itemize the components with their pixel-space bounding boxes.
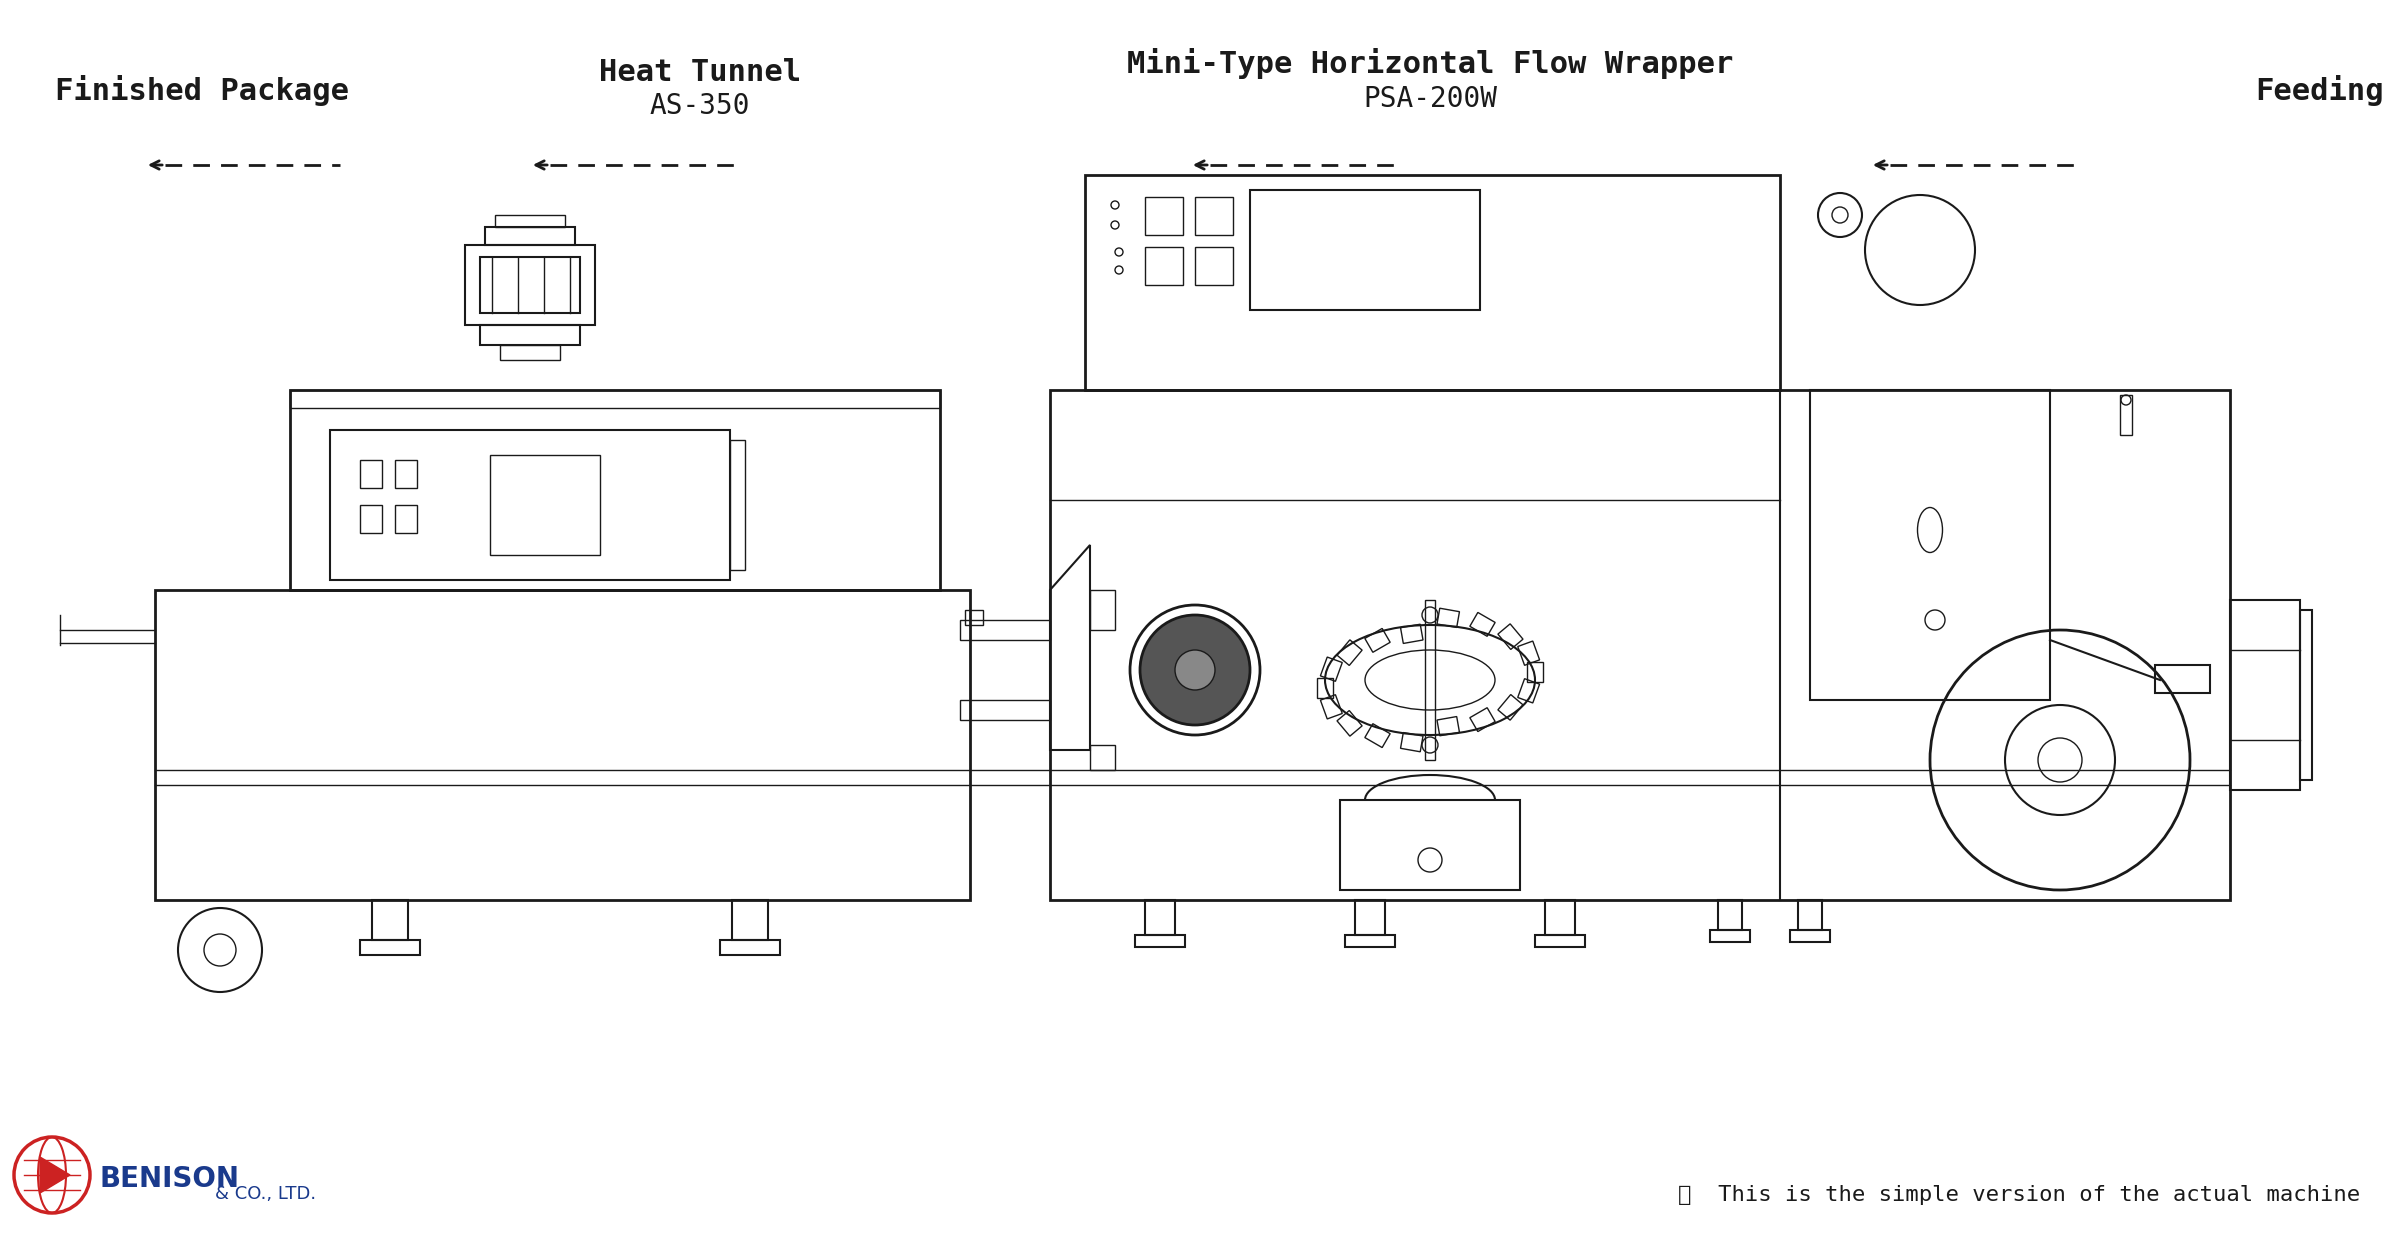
Bar	[1250, 190, 1481, 310]
Bar	[1438, 609, 1459, 627]
Bar	[1402, 732, 1423, 752]
Bar	[1469, 612, 1495, 636]
Bar	[1498, 694, 1524, 720]
Bar	[1426, 600, 1435, 760]
Bar	[1195, 197, 1234, 235]
Text: AS-350: AS-350	[650, 92, 751, 120]
Bar	[485, 228, 576, 245]
Bar	[2155, 666, 2210, 693]
Bar	[480, 257, 581, 313]
Bar	[2299, 610, 2311, 781]
Bar	[499, 345, 559, 360]
Text: & CO., LTD.: & CO., LTD.	[216, 1185, 317, 1204]
Bar	[1469, 708, 1495, 731]
Bar	[1085, 174, 1781, 390]
Bar	[480, 325, 581, 345]
Polygon shape	[41, 1157, 70, 1192]
Text: BENISON: BENISON	[101, 1165, 240, 1192]
Bar	[1318, 678, 1332, 698]
Bar	[1145, 197, 1183, 235]
Bar	[290, 390, 941, 590]
Bar	[331, 430, 730, 580]
Bar	[360, 505, 382, 533]
Bar	[1536, 935, 1584, 948]
Bar	[1337, 710, 1363, 736]
Text: ※  This is the simple version of the actual machine: ※ This is the simple version of the actu…	[1678, 1185, 2359, 1205]
Bar	[494, 215, 564, 228]
Bar	[466, 245, 595, 325]
Bar	[1790, 930, 1831, 943]
Bar	[1090, 745, 1116, 769]
Bar	[396, 505, 418, 533]
Text: Feeding: Feeding	[2256, 75, 2383, 106]
Bar	[1344, 935, 1394, 948]
Bar	[372, 901, 408, 940]
Bar	[1051, 390, 2230, 901]
Bar	[1320, 657, 1342, 682]
Bar	[360, 460, 382, 489]
Bar	[156, 590, 970, 901]
Bar	[1517, 679, 1541, 703]
Bar	[396, 460, 418, 489]
Bar	[1135, 935, 1186, 948]
Circle shape	[1176, 649, 1214, 690]
Bar	[1546, 901, 1574, 935]
Bar	[1195, 247, 1234, 285]
Bar	[1438, 716, 1459, 736]
Bar	[290, 390, 941, 408]
Bar	[1320, 695, 1342, 719]
Bar	[720, 940, 780, 955]
Bar	[1709, 930, 1750, 943]
Bar	[1718, 901, 1742, 930]
Bar	[960, 700, 1051, 720]
Text: Mini-Type Horizontal Flow Wrapper: Mini-Type Horizontal Flow Wrapper	[1128, 48, 1733, 79]
Bar	[2230, 600, 2299, 790]
Bar	[1402, 625, 1423, 643]
Text: Heat Tunnel: Heat Tunnel	[600, 58, 802, 87]
Bar	[960, 620, 1051, 640]
Bar	[1798, 901, 1822, 930]
Bar	[1366, 628, 1390, 652]
Bar	[732, 901, 768, 940]
Bar	[1356, 901, 1385, 935]
Bar	[1366, 724, 1390, 747]
Bar	[2119, 395, 2131, 435]
Bar	[965, 610, 984, 625]
Text: PSA-200W: PSA-200W	[1363, 85, 1498, 113]
Bar	[490, 455, 600, 555]
Bar	[360, 940, 420, 955]
Bar	[1337, 640, 1363, 666]
Text: Finished Package: Finished Package	[55, 75, 348, 106]
Circle shape	[1140, 615, 1250, 725]
Bar	[1498, 623, 1524, 649]
Bar	[1526, 662, 1543, 682]
Bar	[1145, 901, 1176, 935]
Bar	[1517, 641, 1541, 666]
Bar	[1145, 247, 1183, 285]
Bar	[730, 440, 744, 570]
Bar	[1339, 800, 1519, 889]
Bar	[1090, 590, 1116, 630]
